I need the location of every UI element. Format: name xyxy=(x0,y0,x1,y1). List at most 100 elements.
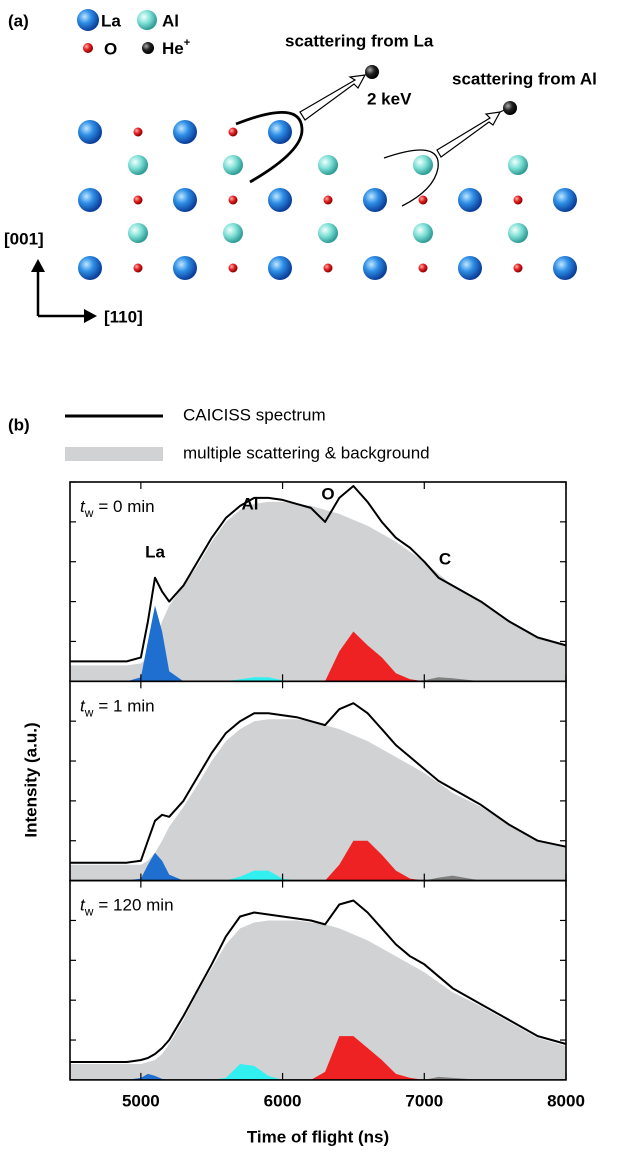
axis-label: [001] xyxy=(4,229,44,248)
plots: CAICISS spectrum multiple scattering & ba… xyxy=(65,405,585,1146)
al-atom xyxy=(413,155,433,175)
sub: w xyxy=(84,705,94,719)
o-atom xyxy=(133,195,143,205)
area xyxy=(70,677,566,682)
legend-label: He+ xyxy=(162,37,190,59)
var: t xyxy=(80,497,86,516)
la-atom xyxy=(78,256,102,280)
x-tick-label: 5000 xyxy=(122,1091,160,1110)
la-atom xyxy=(78,120,102,144)
area xyxy=(70,719,566,881)
o-atom xyxy=(418,195,428,205)
legend-atom xyxy=(142,42,154,54)
axis-arrows xyxy=(36,268,88,318)
trajectory xyxy=(383,149,439,207)
al-atom xyxy=(318,223,338,243)
o-atom xyxy=(133,263,143,273)
o-atom xyxy=(513,263,523,273)
trajectory-arrow xyxy=(436,111,502,158)
la-atom xyxy=(173,188,197,212)
al-atom xyxy=(223,223,243,243)
trajectory-arrow xyxy=(299,74,367,121)
text: = 1 min xyxy=(98,697,154,716)
al-atom xyxy=(223,155,243,175)
al-atom xyxy=(508,155,528,175)
o-atom xyxy=(323,195,333,205)
la-atom xyxy=(173,120,197,144)
axis-label: [110] xyxy=(104,307,143,326)
al-atom xyxy=(128,223,148,243)
annotation: scattering from Al xyxy=(452,69,597,88)
annotation: tw = 0 min xyxy=(80,497,155,520)
al-atom xyxy=(128,155,148,175)
legend-atom xyxy=(83,43,93,53)
he-atom xyxy=(365,65,379,79)
o-atom xyxy=(133,127,143,137)
sub: w xyxy=(84,506,94,520)
spectrum-line xyxy=(70,899,567,1063)
legend-swatch xyxy=(65,447,163,461)
la-atom xyxy=(553,256,577,280)
legend-label: La xyxy=(101,11,121,30)
la-atom xyxy=(268,256,292,280)
o-atom xyxy=(513,195,523,205)
peak-label: La xyxy=(145,542,165,561)
legend-label: multiple scattering & background xyxy=(183,443,430,462)
lattice xyxy=(78,120,577,280)
la-atom xyxy=(458,256,482,280)
al-atom xyxy=(508,223,528,243)
annotation: scattering from La xyxy=(285,31,434,50)
text: = 120 min xyxy=(98,896,173,915)
text: = 0 min xyxy=(98,497,154,516)
peak-label: Al xyxy=(242,494,259,513)
annotation: 2 keV xyxy=(367,89,412,108)
peak-label: C xyxy=(439,549,451,568)
al-atom xyxy=(318,155,338,175)
x-tick-label: 8000 xyxy=(547,1091,585,1110)
annotation: tw = 120 min xyxy=(80,896,174,919)
la-atom xyxy=(78,188,102,212)
spectrum-line xyxy=(70,485,567,663)
la-atom xyxy=(363,188,387,212)
la-atom xyxy=(268,120,292,144)
o-atom xyxy=(323,263,333,273)
peak-label: O xyxy=(321,484,334,503)
var: t xyxy=(80,896,86,915)
o-atom xyxy=(228,263,238,273)
y-axis-label: Intensity (a.u.) xyxy=(21,722,40,837)
var: t xyxy=(80,697,86,716)
legend-atom xyxy=(137,10,157,30)
x-tick-label: 7000 xyxy=(405,1091,443,1110)
legend-label: O xyxy=(104,39,117,58)
panel-a-texts: (a) La Al O He+ scattering from La 2 keV… xyxy=(4,9,597,326)
plot-frame xyxy=(69,879,567,1081)
panel-label: (b) xyxy=(8,415,30,434)
al-atom xyxy=(413,223,433,243)
la-atom xyxy=(268,188,292,212)
o-atom xyxy=(228,127,238,137)
annotation: tw = 1 min xyxy=(80,697,155,720)
o-atom xyxy=(228,195,238,205)
area xyxy=(70,501,566,682)
x-axis-label: Time of flight (ns) xyxy=(247,1127,389,1146)
la-atom xyxy=(173,256,197,280)
he-charge: + xyxy=(184,37,190,49)
area xyxy=(70,920,566,1080)
sub: w xyxy=(84,905,94,919)
he-atom xyxy=(503,101,517,115)
he: He xyxy=(162,39,184,58)
legend-atom xyxy=(77,9,99,31)
area xyxy=(70,875,566,881)
legend-label: Al xyxy=(162,11,179,30)
trajectory xyxy=(235,111,304,184)
legend-label: CAICISS spectrum xyxy=(183,405,326,424)
la-atom xyxy=(553,188,577,212)
la-atom xyxy=(363,256,387,280)
panel-label: (a) xyxy=(8,11,29,30)
x-tick-label: 6000 xyxy=(264,1091,302,1110)
spectrum-line xyxy=(70,702,567,864)
o-atom xyxy=(418,263,428,273)
arrowheads xyxy=(31,259,97,323)
la-atom xyxy=(458,188,482,212)
